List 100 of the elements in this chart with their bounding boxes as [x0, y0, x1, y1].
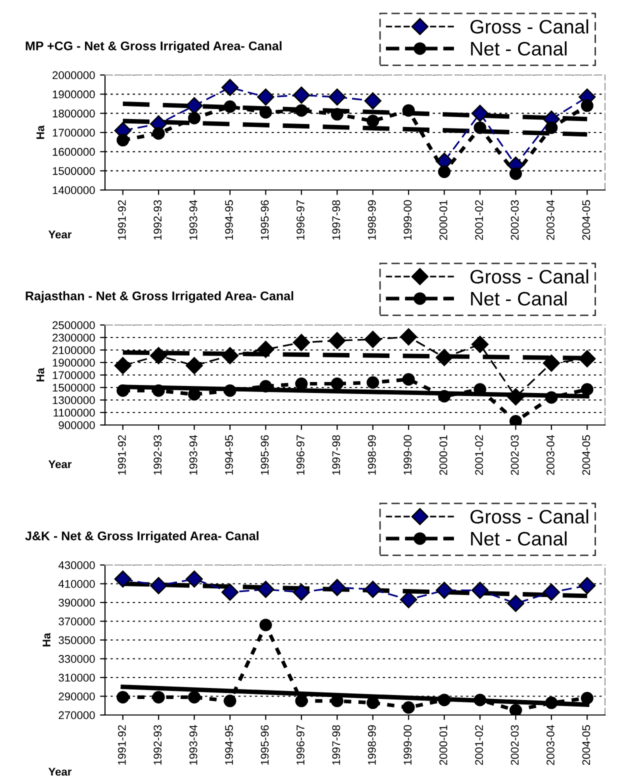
- x-tick-label: 2000-01: [439, 725, 448, 765]
- x-tick-label: 1993-94: [189, 725, 198, 765]
- x-tick-label: 1998-99: [368, 725, 376, 765]
- point: [221, 584, 239, 601]
- point: [259, 106, 272, 119]
- point: [507, 388, 524, 406]
- x-tick-label: 1995-96: [260, 435, 269, 475]
- legend-label: Net - Canal: [471, 41, 567, 56]
- point: [114, 357, 132, 374]
- y-tick-label: 1400000: [52, 186, 95, 194]
- x-tick-label: 2002-03: [510, 435, 519, 475]
- point: [221, 347, 239, 364]
- point: [328, 578, 346, 596]
- x-tick-label: 1995-96: [260, 200, 269, 240]
- x-axis-title: Year: [48, 460, 72, 468]
- point: [364, 580, 382, 598]
- x-tick-label: 2001-02: [475, 435, 483, 475]
- point: [257, 340, 274, 358]
- point: [186, 570, 203, 588]
- point: [292, 86, 310, 104]
- chart-title: Rajasthan - Net & Gross Irrigated Area- Canal: [26, 291, 294, 303]
- point: [150, 347, 168, 364]
- point: [545, 696, 558, 710]
- point: [474, 121, 486, 134]
- x-tick-label: 2003-04: [546, 435, 554, 475]
- y-tick-label: 1500000: [52, 167, 95, 175]
- x-tick-label: 2003-04: [546, 725, 554, 765]
- x-tick-label: 1998-99: [368, 200, 376, 240]
- chart-title: MP +CG - Net & Gross Irrigated Area- Canal: [26, 41, 282, 53]
- x-tick-label: 2004-05: [582, 435, 590, 475]
- y-tick-label: 900000: [58, 421, 95, 430]
- point: [542, 354, 560, 372]
- y-tick-label: 1700000: [52, 128, 95, 137]
- x-tick-label: 1992-93: [154, 725, 162, 765]
- point: [509, 415, 522, 425]
- y-tick-label: 350000: [58, 636, 95, 644]
- y-tick-label: 1600000: [52, 148, 95, 156]
- point: [292, 584, 310, 601]
- point: [366, 114, 380, 128]
- y-axis-title: Ha: [36, 368, 44, 382]
- point: [328, 332, 346, 350]
- x-tick-label: 1993-94: [189, 435, 198, 475]
- legend-label: Net - Canal: [471, 291, 567, 306]
- point: [402, 373, 415, 386]
- y-axis-title: Ha: [36, 125, 44, 139]
- y-tick-label: 310000: [58, 674, 95, 682]
- x-tick-label: 1991-92: [118, 725, 126, 765]
- y-tick-label: 1100000: [54, 408, 95, 417]
- y-tick-label: 390000: [58, 598, 95, 607]
- x-tick-label: 1997-98: [332, 725, 340, 765]
- y-tick-label: 290000: [58, 692, 95, 700]
- y-tick-label: 2000000: [52, 71, 95, 80]
- x-axis-title: Year: [48, 768, 72, 776]
- point: [474, 694, 486, 706]
- point: [186, 97, 203, 114]
- point: [507, 594, 524, 612]
- point: [471, 582, 489, 599]
- x-tick-label: 2001-02: [475, 725, 483, 765]
- point: [402, 104, 415, 117]
- x-tick-label: 1994-95: [225, 725, 233, 765]
- point: [116, 690, 130, 704]
- x-tick-label: 2003-04: [546, 200, 554, 240]
- point: [542, 584, 560, 601]
- x-tick-label: 2002-03: [510, 200, 519, 240]
- x-tick-label: 1999-00: [404, 725, 412, 765]
- point: [578, 577, 596, 594]
- point: [509, 704, 522, 715]
- point: [295, 378, 308, 390]
- x-tick-label: 1996-97: [296, 435, 304, 475]
- point: [580, 99, 594, 112]
- x-tick-label: 1997-98: [332, 200, 340, 240]
- y-tick-label: 430000: [58, 561, 95, 570]
- point: [438, 166, 451, 178]
- legend-label: Gross - Canal: [470, 509, 588, 524]
- point: [438, 694, 451, 706]
- x-tick-label: 1995-96: [260, 725, 269, 765]
- chart-title: J&K - Net & Gross Irrigated Area- Canal: [25, 531, 258, 543]
- x-tick-label: 2004-05: [582, 725, 590, 765]
- x-tick-label: 2002-03: [510, 725, 519, 765]
- point: [224, 384, 236, 397]
- legend-label: Gross - Canal: [470, 269, 588, 284]
- y-tick-label: 2500000: [52, 321, 95, 330]
- point: [364, 92, 382, 110]
- y-tick-label: 1900000: [52, 358, 95, 367]
- x-tick-label: 1993-94: [189, 200, 198, 240]
- point: [364, 330, 382, 348]
- x-tick-label: 1991-92: [118, 435, 126, 475]
- point: [114, 570, 132, 588]
- point: [580, 383, 594, 396]
- y-tick-label: 410000: [58, 580, 95, 588]
- x-tick-label: 1994-95: [225, 435, 233, 475]
- point: [328, 88, 346, 106]
- y-tick-label: 1800000: [52, 110, 95, 118]
- point: [150, 577, 168, 594]
- point: [471, 336, 489, 353]
- x-tick-label: 1997-98: [332, 435, 340, 475]
- y-axis-title: Ha: [42, 632, 50, 646]
- x-tick-label: 1996-97: [296, 200, 304, 240]
- point: [366, 376, 380, 389]
- y-tick-label: 270000: [58, 711, 95, 720]
